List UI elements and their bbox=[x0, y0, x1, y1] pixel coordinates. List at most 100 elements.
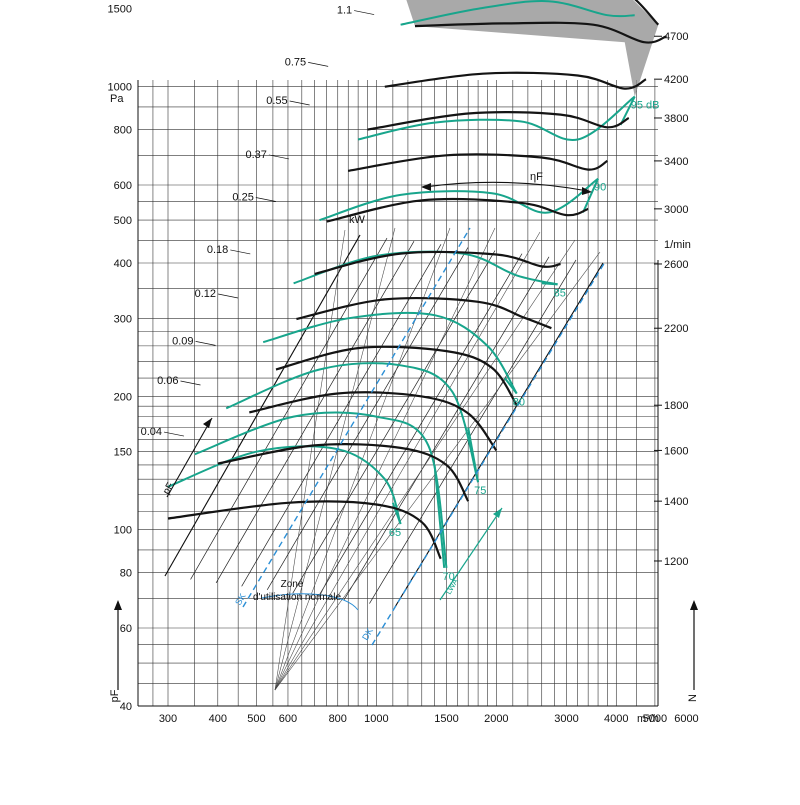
y-tick-label: 150 bbox=[114, 447, 132, 459]
fan-curve-2600 bbox=[314, 250, 561, 275]
power-leader bbox=[195, 341, 216, 346]
x-tick-label: 5000 bbox=[643, 713, 667, 725]
y-tick-label: 1000 bbox=[108, 82, 132, 94]
power-leader bbox=[354, 10, 375, 15]
x-tick-label: 2000 bbox=[484, 713, 508, 725]
eta-arrow-left-head bbox=[421, 183, 431, 191]
lwa-arrow-head bbox=[493, 508, 502, 518]
power-leader bbox=[268, 154, 289, 160]
fan-curve-2200 bbox=[296, 296, 552, 330]
pf-arrow-label: pF bbox=[161, 481, 176, 497]
y-tick-label: 80 bbox=[120, 568, 132, 580]
fan-curve-4700 bbox=[414, 21, 668, 44]
fan-curve-1800 bbox=[275, 345, 518, 406]
left-boundary-line bbox=[164, 234, 361, 577]
y-tick-label: 40 bbox=[120, 701, 132, 713]
speed-tick-label: 3800 bbox=[664, 113, 688, 125]
diagonal-line bbox=[190, 237, 388, 580]
power-unit-label: kW bbox=[349, 214, 366, 226]
efficiency-curve bbox=[357, 95, 636, 142]
x-tick-label: 1500 bbox=[434, 713, 458, 725]
fan-curve-4200 bbox=[384, 71, 647, 90]
speed-tick-label: 4200 bbox=[664, 74, 688, 86]
x-tick-label: 800 bbox=[329, 713, 347, 725]
y-tick-label: 100 bbox=[114, 525, 132, 537]
power-leader bbox=[289, 100, 310, 106]
speed-tick-label: 2600 bbox=[664, 259, 688, 271]
fan-curve-3000 bbox=[326, 197, 589, 223]
efficiency-ray bbox=[274, 227, 496, 691]
efficiency-ray bbox=[274, 229, 346, 691]
diagonal-line bbox=[292, 250, 496, 594]
speed-axis-label: N bbox=[687, 694, 699, 702]
power-label: 0.04 bbox=[141, 426, 162, 438]
speed-tick-label: 3400 bbox=[664, 156, 688, 168]
power-label: 0.06 bbox=[157, 375, 178, 387]
efficiency-curve bbox=[319, 177, 599, 222]
efficiency-curve bbox=[225, 362, 480, 483]
x-tick-label: 500 bbox=[247, 713, 265, 725]
x-tick-label: 600 bbox=[279, 713, 297, 725]
power-label: 0.25 bbox=[232, 191, 253, 203]
fan-curve-1400 bbox=[217, 443, 470, 502]
axes bbox=[114, 35, 698, 707]
x-tick-label: 300 bbox=[159, 713, 177, 725]
efficiency-drop bbox=[391, 502, 402, 525]
speed-tick-label: 3000 bbox=[664, 204, 688, 216]
y-tick-label: 60 bbox=[120, 623, 132, 635]
y-tick-label: 300 bbox=[114, 313, 132, 325]
diagonal-line bbox=[369, 259, 577, 604]
x-unit-label: m³/h bbox=[637, 713, 659, 725]
power-label: 0.09 bbox=[172, 335, 193, 347]
power-leader bbox=[217, 293, 239, 299]
sound-label: 75 bbox=[474, 485, 486, 497]
speed-unit-label: 1/min bbox=[664, 239, 691, 251]
x-tick-label: 4000 bbox=[604, 713, 628, 725]
x-tick-label: 3000 bbox=[554, 713, 578, 725]
pf-arrow-line bbox=[166, 417, 213, 498]
sound-label: 80 bbox=[513, 396, 525, 408]
efficiency-drop bbox=[582, 178, 599, 213]
power-leader bbox=[163, 431, 185, 437]
y-tick-label: 200 bbox=[114, 391, 132, 403]
fan-curve-1200 bbox=[167, 500, 442, 560]
sound-label: 90 bbox=[594, 182, 606, 194]
x-tick-label: 6000 bbox=[674, 713, 698, 725]
efficiency-drop bbox=[503, 377, 518, 395]
system-lines bbox=[166, 181, 606, 646]
y-tick-label: 600 bbox=[114, 180, 132, 192]
speed-tick-label: 2200 bbox=[664, 323, 688, 335]
speed-tick-label: 1600 bbox=[664, 445, 688, 457]
efficiency-drop bbox=[619, 96, 636, 126]
power-leader bbox=[255, 197, 276, 202]
x-tick-label: 400 bbox=[209, 713, 227, 725]
zone-label-line2: d'utilisation normale bbox=[253, 592, 342, 603]
efficiency-ray bbox=[274, 227, 396, 691]
zone-arc bbox=[261, 593, 359, 611]
sound-label: 85 bbox=[554, 287, 566, 299]
labels: 40 60 80 100 150 200 300 400 500 600 800 1000 1500 20… bbox=[108, 4, 699, 725]
y-tick-label: 400 bbox=[114, 258, 132, 270]
efficiency-curve bbox=[194, 411, 448, 569]
y-tick-label: 800 bbox=[114, 125, 132, 137]
speed-tick-label: 1400 bbox=[664, 496, 688, 508]
y-axis-label: pF bbox=[109, 689, 121, 702]
power-label: 0.12 bbox=[195, 288, 216, 300]
power-label: 0.37 bbox=[245, 149, 266, 161]
zone-label-line1: Zone bbox=[281, 579, 304, 590]
power-label: 0.55 bbox=[266, 95, 287, 107]
dk-system-line bbox=[371, 261, 606, 646]
speed-tick-label: 1200 bbox=[664, 556, 688, 568]
y-unit-label: Pa bbox=[110, 93, 124, 105]
sound-label: 70 bbox=[443, 571, 455, 583]
power-label: 1.1 bbox=[337, 5, 352, 17]
fan-curve-3800 bbox=[367, 111, 630, 131]
eta-arrow-right-head bbox=[582, 187, 592, 195]
n-axis-arrow-head bbox=[690, 600, 698, 610]
pf-axis-arrow-head bbox=[114, 600, 122, 610]
efficiency-ray bbox=[274, 239, 576, 691]
speed-tick-label: 4700 bbox=[664, 31, 688, 43]
efficiency-drop bbox=[433, 464, 446, 568]
power-leader bbox=[230, 249, 251, 255]
